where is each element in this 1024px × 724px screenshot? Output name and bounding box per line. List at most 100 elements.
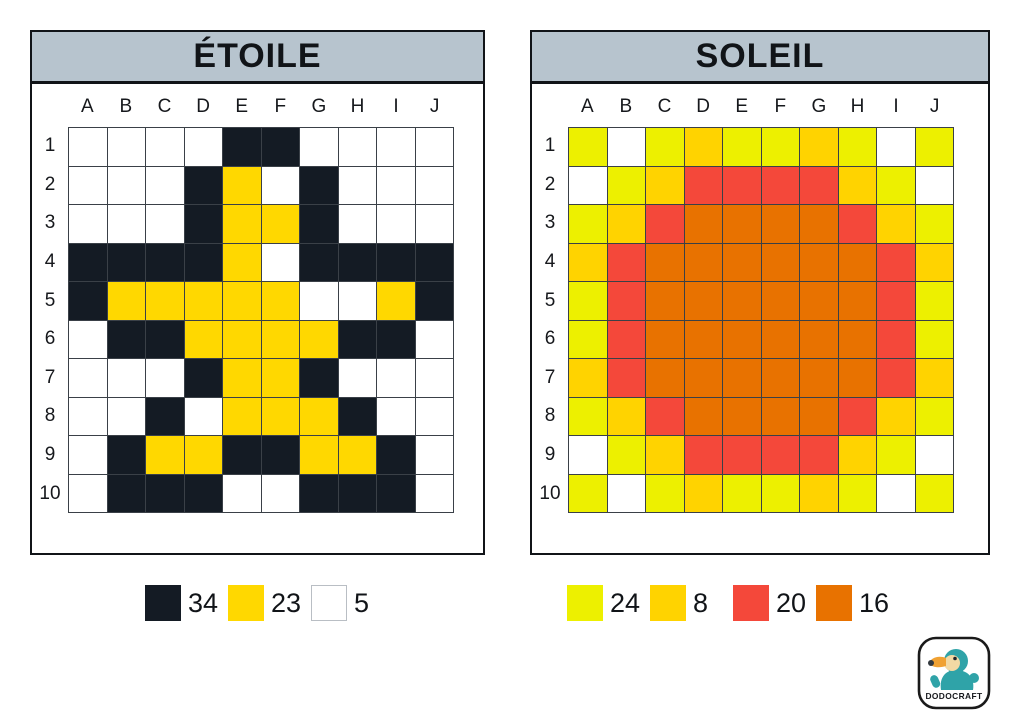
grid-cell (607, 282, 645, 320)
grid-cell (761, 205, 799, 243)
grid-cell (415, 320, 453, 358)
grid-cell (300, 320, 338, 358)
grid-cell (646, 397, 684, 435)
grid-cell (223, 436, 261, 474)
dodo-body (940, 670, 974, 690)
legend-item: 8 (650, 585, 724, 621)
legend-swatch (816, 585, 852, 621)
row-label: 2 (44, 173, 56, 195)
grid-cell (261, 359, 299, 397)
column-label: G (811, 96, 827, 117)
grid-cell (415, 166, 453, 204)
grid-cell (684, 359, 722, 397)
row-label: 7 (44, 366, 56, 388)
grid-cell (838, 205, 876, 243)
grid-cell (800, 436, 838, 474)
row-label: 8 (544, 405, 556, 427)
grid-cell (300, 166, 338, 204)
grid-cell (684, 474, 722, 512)
grid-cell (107, 359, 145, 397)
grid-cell (607, 166, 645, 204)
row-label: 3 (44, 212, 56, 234)
column-label: J (429, 96, 440, 117)
column-label: A (580, 96, 594, 117)
grid-cell (607, 128, 645, 166)
grid-cell (415, 397, 453, 435)
dodo-wing (930, 675, 941, 688)
grid-cell (300, 474, 338, 512)
grid-cell (569, 320, 607, 358)
legend-count: 20 (776, 587, 807, 618)
row-label: 10 (39, 482, 61, 504)
grid-cell (915, 128, 953, 166)
row-label: 8 (44, 405, 56, 427)
grid-cell (761, 359, 799, 397)
grid-cell (261, 320, 299, 358)
grid-cell (377, 359, 415, 397)
grid-cell (261, 397, 299, 435)
dodo-face (944, 655, 960, 671)
column-label: E (235, 96, 249, 117)
legend-soleil: 24 8 20 16 (567, 585, 899, 621)
grid-cell (877, 397, 915, 435)
row-label: 10 (539, 482, 561, 504)
grid-cell (915, 166, 953, 204)
legend-swatch (311, 585, 347, 621)
grid-cell (800, 243, 838, 281)
grid-cell (69, 166, 107, 204)
column-label: B (619, 96, 633, 117)
grid-cell (607, 205, 645, 243)
grid-cell (800, 282, 838, 320)
grid-cell (877, 436, 915, 474)
row-label: 4 (544, 251, 556, 273)
legend-swatch (650, 585, 686, 621)
grid-cell (607, 359, 645, 397)
legend-count: 23 (271, 587, 302, 618)
grid-cell (415, 359, 453, 397)
grid-cell (838, 166, 876, 204)
grid-cell (377, 205, 415, 243)
grid-cell (300, 205, 338, 243)
grid-cell (223, 166, 261, 204)
grid-cell (223, 243, 261, 281)
grid-cell (723, 320, 761, 358)
grid-cell (877, 320, 915, 358)
row-label: 4 (44, 251, 56, 273)
grid-cell (184, 474, 222, 512)
grid-cell (184, 205, 222, 243)
grid-cell (377, 243, 415, 281)
pixel-grid (68, 127, 454, 513)
grid-cell (415, 282, 453, 320)
dodocraft-logo-image: DODOCRAFT (917, 636, 991, 710)
grid-cell (569, 205, 607, 243)
grid-cell (69, 128, 107, 166)
grid-cell (223, 128, 261, 166)
grid-cell (569, 397, 607, 435)
grid-cell (107, 320, 145, 358)
grid-cell (261, 128, 299, 166)
row-label: 3 (544, 212, 556, 234)
grid-cell (800, 205, 838, 243)
grid-cell (684, 243, 722, 281)
grid-cell (915, 243, 953, 281)
grid-cell (69, 397, 107, 435)
grid-cell (69, 474, 107, 512)
row-label: 1 (44, 135, 56, 157)
grid-cell (761, 474, 799, 512)
grid-cell (223, 205, 261, 243)
grid-cell (338, 166, 376, 204)
row-label: 5 (544, 289, 556, 311)
grid-cell (107, 243, 145, 281)
column-labels: A B C D E F G H I J (68, 87, 454, 127)
grid-cell (261, 205, 299, 243)
grid-cell (646, 205, 684, 243)
grid-cell (838, 474, 876, 512)
column-label: I (393, 96, 399, 117)
grid-cell (300, 397, 338, 435)
grid-cell (338, 320, 376, 358)
grid-cell (69, 205, 107, 243)
grid-cell (300, 243, 338, 281)
grid-cell (915, 205, 953, 243)
grid-cell (569, 282, 607, 320)
column-label: E (735, 96, 749, 117)
